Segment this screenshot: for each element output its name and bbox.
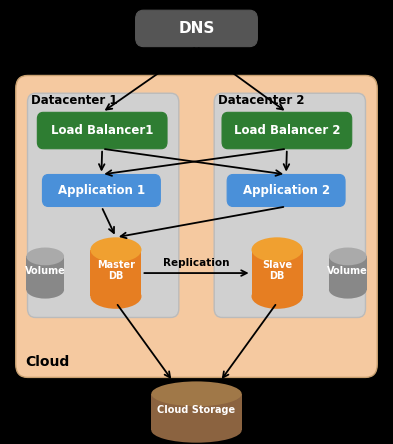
FancyBboxPatch shape [16, 75, 377, 377]
Text: Volume: Volume [25, 266, 66, 276]
Text: Replication: Replication [163, 258, 230, 268]
Text: Master
DB: Master DB [97, 260, 135, 281]
FancyBboxPatch shape [37, 112, 167, 149]
Text: Datacenter 1: Datacenter 1 [31, 94, 118, 107]
FancyBboxPatch shape [42, 174, 160, 206]
Text: Application 1: Application 1 [58, 184, 145, 197]
Ellipse shape [90, 284, 141, 309]
Polygon shape [252, 250, 303, 297]
FancyBboxPatch shape [136, 10, 257, 47]
Polygon shape [90, 250, 141, 297]
FancyBboxPatch shape [222, 112, 352, 149]
Text: DNS: DNS [178, 21, 215, 36]
Ellipse shape [329, 281, 367, 298]
Text: Load Balancer 2: Load Balancer 2 [234, 124, 340, 137]
Ellipse shape [26, 281, 64, 298]
Polygon shape [329, 257, 367, 290]
Ellipse shape [252, 284, 303, 309]
FancyBboxPatch shape [227, 174, 345, 206]
Ellipse shape [151, 418, 242, 443]
Polygon shape [26, 257, 64, 290]
Ellipse shape [151, 381, 242, 406]
FancyBboxPatch shape [214, 93, 365, 317]
Text: Application 2: Application 2 [242, 184, 330, 197]
Text: Slave
DB: Slave DB [262, 260, 292, 281]
Text: Load Balancer1: Load Balancer1 [51, 124, 153, 137]
Ellipse shape [90, 237, 141, 262]
Polygon shape [151, 394, 242, 430]
Ellipse shape [252, 237, 303, 262]
Ellipse shape [26, 248, 64, 265]
Text: Datacenter 2: Datacenter 2 [218, 94, 305, 107]
Ellipse shape [329, 248, 367, 265]
Text: Cloud: Cloud [26, 355, 70, 369]
Text: Cloud Storage: Cloud Storage [158, 404, 235, 415]
FancyBboxPatch shape [28, 93, 179, 317]
Text: Volume: Volume [327, 266, 368, 276]
